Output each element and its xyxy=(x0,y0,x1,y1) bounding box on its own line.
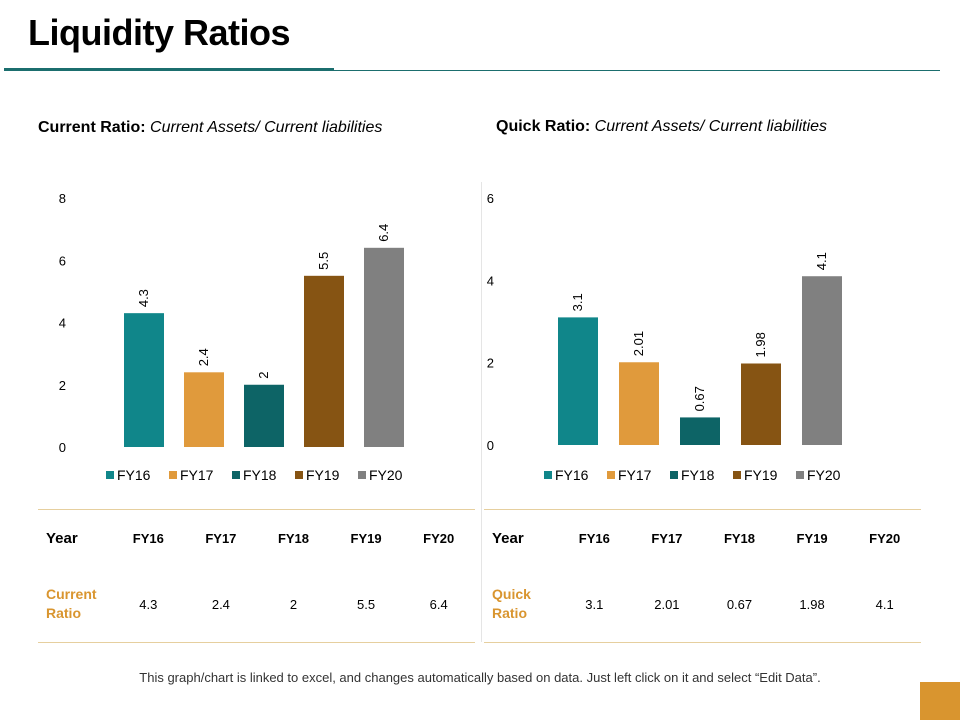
quick-ratio-chart-svg[interactable]: 0 2 4 6 3.1 2.01 0.67 1.98 4.1 FY16 FY17 FY18 FY19 FY… xyxy=(484,180,914,490)
current-ratio-subtitle-bold: Current Ratio: xyxy=(38,119,146,136)
title-underline-accent xyxy=(4,68,334,71)
table-col-header: FY18 xyxy=(277,530,310,546)
y-tick-label: 6 xyxy=(59,253,66,268)
current-ratio-row-label: Current Ratio xyxy=(38,566,112,643)
current-ratio-table: Year FY16 FY17 FY18 FY19 FY20 Current Rat… xyxy=(38,509,475,643)
y-tick-label: 6 xyxy=(487,191,494,206)
quick-ratio-table: Year FY16 FY17 FY18 FY19 FY20 Quick Ratio… xyxy=(484,509,921,643)
data-label: 4.1 xyxy=(814,252,829,270)
legend-swatch-fy16 xyxy=(106,471,114,479)
table-cell: 2.4 xyxy=(211,596,230,612)
table-cell: 4.1 xyxy=(875,596,894,612)
y-tick-label: 8 xyxy=(59,191,66,206)
quick-ratio-subtitle-bold: Quick Ratio: xyxy=(496,118,591,135)
bar-fy17 xyxy=(619,362,659,445)
legend-label-fy19: FY19 xyxy=(306,467,340,483)
bar-fy19 xyxy=(741,363,781,445)
data-label: 6.4 xyxy=(376,224,391,242)
table-cell: 5.5 xyxy=(357,596,376,612)
table-cell: 4.3 xyxy=(139,596,158,612)
legend-label-fy20: FY20 xyxy=(369,467,403,483)
bar-fy18 xyxy=(244,384,284,447)
y-tick-label: 2 xyxy=(487,356,494,371)
legend-label-fy19: FY19 xyxy=(744,467,778,483)
table-cell: 2 xyxy=(289,596,298,612)
table-col-header: FY16 xyxy=(132,530,164,546)
data-label: 2.4 xyxy=(196,348,211,366)
legend-swatch-fy18 xyxy=(232,471,240,479)
legend-swatch-fy19 xyxy=(295,471,303,479)
legend-swatch-fy18 xyxy=(670,471,678,479)
legend-label-fy18: FY18 xyxy=(681,467,715,483)
data-label: 3.1 xyxy=(570,293,585,311)
legend-label-fy17: FY17 xyxy=(618,467,652,483)
page-title: Liquidity Ratios xyxy=(28,12,291,53)
quick-ratio-subtitle: Quick Ratio: Current Assets/ Current lia… xyxy=(496,118,827,136)
table-col-header: FY18 xyxy=(723,530,756,546)
y-tick-label: 4 xyxy=(487,273,494,288)
data-label: 2 xyxy=(256,372,271,379)
y-tick-label: 2 xyxy=(59,378,66,393)
row-label-line2: Ratio xyxy=(46,605,81,621)
table-header-row: Year FY16 FY17 FY18 FY19 FY20 xyxy=(484,510,921,567)
data-label: 2.01 xyxy=(631,331,646,356)
table-col-header: FY17 xyxy=(205,530,237,546)
row-label-line1: Current xyxy=(46,586,97,602)
legend-swatch-fy20 xyxy=(796,471,804,479)
table-col-header: FY20 xyxy=(423,530,455,546)
quick-ratio-chart[interactable]: 0 2 4 6 3.1 2.01 0.67 1.98 4.1 FY16 FY17 FY18 FY19 FY… xyxy=(484,180,914,490)
panel-divider xyxy=(481,182,482,642)
legend-label-fy16: FY16 xyxy=(117,467,151,483)
table-cell: 3.1 xyxy=(585,596,604,612)
quick-ratio-subtitle-formula: Current Assets/ Current liabilities xyxy=(590,118,828,135)
table-header-row: Year FY16 FY17 FY18 FY19 FY20 xyxy=(38,510,475,567)
legend-swatch-fy20 xyxy=(358,471,366,479)
legend-label-fy17: FY17 xyxy=(180,467,214,483)
y-tick-label: 4 xyxy=(59,316,66,331)
data-label: 5.5 xyxy=(316,252,331,270)
bar-fy17 xyxy=(184,372,224,447)
table-col-header: FY19 xyxy=(796,530,828,546)
table-cell: 6.4 xyxy=(429,596,448,612)
table-row: Current Ratio 4.3 2.4 2 5.5 6.4 xyxy=(38,566,475,643)
footnote: This graph/chart is linked to excel, and… xyxy=(139,670,821,685)
table-row: Quick Ratio 3.1 2.01 0.67 1.98 4.1 xyxy=(484,566,921,643)
table-col-header: FY17 xyxy=(651,530,683,546)
year-header: Year xyxy=(492,529,524,547)
current-ratio-subtitle-formula: Current Assets/ Current liabilities xyxy=(145,119,383,136)
row-label-line1: Quick xyxy=(492,586,531,602)
legend-swatch-fy17 xyxy=(169,471,177,479)
table-col-header: FY16 xyxy=(578,530,610,546)
current-ratio-chart[interactable]: 0 2 4 6 8 4.3 2.4 2 5.5 6.4 FY16 FY17 FY18 FY19 FY20 xyxy=(38,180,468,490)
data-label: 0.67 xyxy=(692,386,707,411)
bar-fy16 xyxy=(124,313,164,447)
bar-fy18 xyxy=(680,417,720,445)
row-label-line2: Ratio xyxy=(492,605,527,621)
legend-swatch-fy16 xyxy=(544,471,552,479)
y-tick-label: 0 xyxy=(59,440,66,455)
table-cell: 1.98 xyxy=(799,596,825,612)
corner-accent-box xyxy=(920,682,960,720)
table-cell: 0.67 xyxy=(726,596,753,612)
legend-swatch-fy19 xyxy=(733,471,741,479)
data-label: 4.3 xyxy=(136,289,151,307)
legend-swatch-fy17 xyxy=(607,471,615,479)
current-ratio-subtitle: Current Ratio: Current Assets/ Current l… xyxy=(38,119,382,137)
y-tick-label: 0 xyxy=(487,438,494,453)
legend-label-fy16: FY16 xyxy=(555,467,589,483)
bar-fy20 xyxy=(802,276,842,445)
legend-label-fy18: FY18 xyxy=(243,467,277,483)
bar-fy16 xyxy=(558,317,598,445)
title-underline xyxy=(334,70,940,71)
table-cell: 2.01 xyxy=(654,596,680,612)
year-header: Year xyxy=(46,529,78,547)
table-col-header: FY19 xyxy=(350,530,382,546)
legend-label-fy20: FY20 xyxy=(807,467,841,483)
data-label: 1.98 xyxy=(753,332,768,357)
table-col-header: FY20 xyxy=(869,530,901,546)
bar-fy20 xyxy=(364,247,404,447)
current-ratio-chart-svg[interactable]: 0 2 4 6 8 4.3 2.4 2 5.5 6.4 FY16 FY17 FY18 FY19 FY20 xyxy=(38,180,468,490)
quick-ratio-row-label: Quick Ratio xyxy=(484,566,558,643)
bar-fy19 xyxy=(304,275,344,447)
